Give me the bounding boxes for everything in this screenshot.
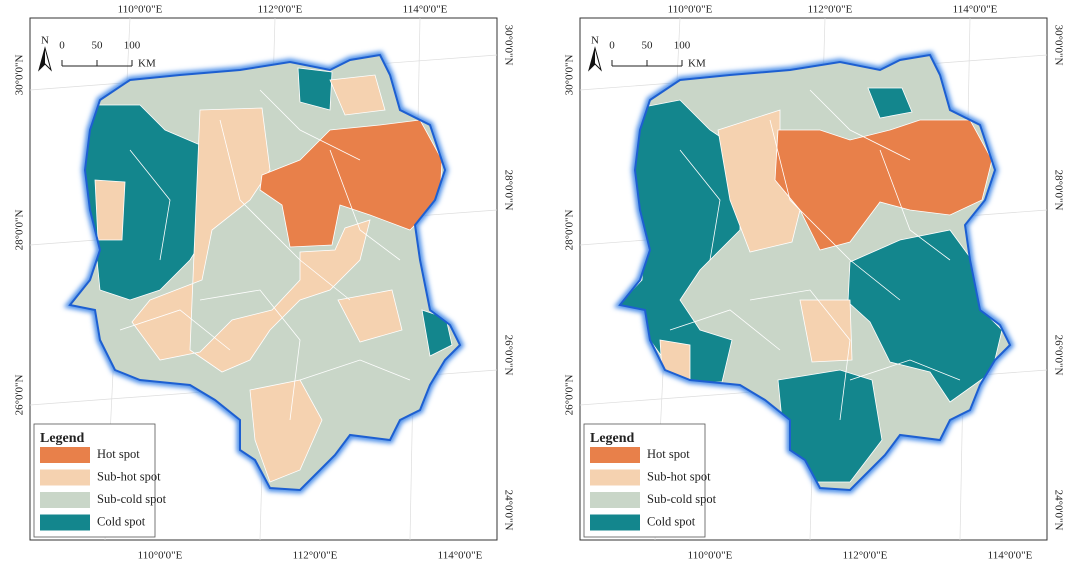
scale-label: 100 [124,40,141,52]
latitude-label: 28°0'0"N [502,170,514,211]
longitude-label: 114°0'0"E [953,4,998,16]
legend-label: Cold spot [647,514,696,528]
district-border [129,149,171,261]
north-arrow-half [589,48,595,70]
longitude-label: 114°0'0"E [438,550,483,562]
latitude-label: 28°0'0"N [1052,170,1064,211]
latitude-label: 30°0'0"N [502,25,514,66]
district-border [119,309,231,351]
regions [620,55,1010,490]
latitude-label: 26°0'0"N [564,375,576,416]
district-border [259,89,361,161]
region [799,299,853,363]
region [131,107,371,373]
district-border [299,359,411,381]
longitude-label: 110°0'0"E [688,550,733,562]
legend-swatch [590,492,640,508]
legend-title: Legend [40,431,85,446]
latitude-label: 26°0'0"N [502,335,514,376]
legend-swatch [40,492,90,508]
region [867,87,913,119]
latitude-label: 30°0'0"N [1052,25,1064,66]
legend-label: Sub-cold spot [647,492,717,506]
legend-swatch [590,514,640,531]
legend-swatch [40,469,90,486]
legend-label: Hot spot [97,447,140,461]
legend-label: Sub-hot spot [97,469,161,483]
district-border [849,359,961,381]
legend-swatch [590,469,640,486]
regions [70,55,460,490]
latitude-label: 30°0'0"N [564,55,576,96]
region [297,67,333,111]
north-label: N [41,35,49,47]
legend-title: Legend [590,431,635,446]
scale-unit: KM [688,58,706,70]
longitude-label: 110°0'0"E [138,550,183,562]
province-boundary [68,53,462,492]
longitude-label: 112°0'0"E [293,550,338,562]
longitude-label: 110°0'0"E [118,4,163,16]
legend-swatch [40,447,90,463]
longitude-label: 110°0'0"E [668,4,713,16]
map-panel: 110°0'0"E 112°0'0"E 114°0'0"E 110°0'0"E 112°… [14,4,515,562]
legend-label: Hot spot [647,447,690,461]
map-panel: 110°0'0"E 112°0'0"E 114°0'0"E 110°0'0"E 112°… [564,4,1065,562]
latitude-label: 24°0'0"N [1052,490,1064,531]
longitude-label: 114°0'0"E [988,550,1033,562]
district-border [199,289,301,421]
scale-unit: KM [138,58,156,70]
latitude-label: 28°0'0"N [14,210,26,251]
region [774,119,993,251]
district-border [219,119,351,301]
scale-label: 0 [59,40,65,52]
region [337,289,403,343]
province-boundary [618,53,1012,492]
legend-label: Cold spot [97,514,146,528]
legend-label: Sub-cold spot [97,492,167,506]
longitude-label: 114°0'0"E [403,4,448,16]
latitude-label: 30°0'0"N [14,55,26,96]
district-border [809,89,911,161]
region [329,74,386,116]
latitude-label: 26°0'0"N [1052,335,1064,376]
legend-label: Sub-hot spot [647,469,711,483]
district-border [669,309,781,351]
district-border [879,149,951,261]
latitude-label: 24°0'0"N [502,490,514,531]
scale-label: 50 [92,40,104,52]
latitude-label: 26°0'0"N [14,375,26,416]
district-border [769,119,901,301]
district-border [749,289,851,421]
district-border [329,149,401,261]
scale-label: 100 [674,40,691,52]
latitude-label: 28°0'0"N [564,210,576,251]
region [259,119,443,248]
north-label: N [591,35,599,47]
legend-swatch [590,447,640,463]
north-arrow-half [39,48,45,70]
scale-label: 0 [609,40,615,52]
legend-swatch [40,514,90,531]
district-border [679,149,721,261]
longitude-label: 112°0'0"E [258,4,303,16]
scale-label: 50 [642,40,654,52]
longitude-label: 112°0'0"E [808,4,853,16]
longitude-label: 112°0'0"E [843,550,888,562]
region [94,179,126,241]
